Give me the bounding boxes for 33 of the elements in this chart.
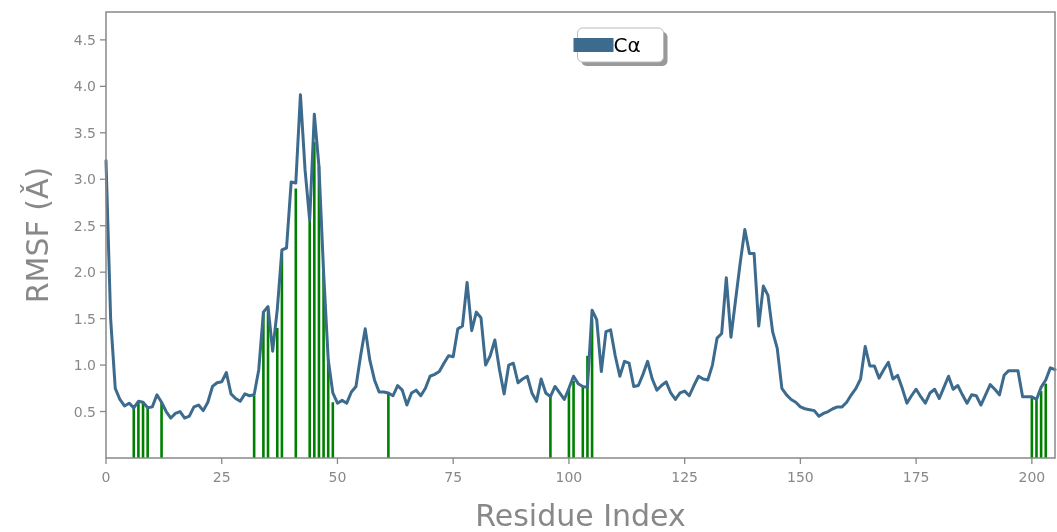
bar: [275, 327, 279, 458]
x-tick-label: 100: [555, 469, 583, 485]
x-tick-label: 125: [671, 469, 699, 485]
bar: [313, 142, 316, 458]
line-series: [104, 93, 1057, 420]
y-tick-label: 2.5: [73, 217, 96, 234]
bar: [146, 406, 149, 458]
x-tick-label: 200: [1018, 469, 1046, 485]
bar: [549, 396, 552, 458]
x-tick-label: 150: [787, 469, 814, 485]
x-axis-title: Residue Index: [475, 498, 686, 532]
x-tick-label: 50: [328, 469, 347, 485]
y-tick-label: 2.0: [73, 264, 96, 281]
x-tick-label: 75: [444, 469, 463, 485]
y-tick-label: 3.0: [73, 171, 96, 188]
y-tick-label: 1.5: [73, 310, 96, 327]
x-tick-label: 0: [101, 469, 111, 485]
bar: [1044, 383, 1048, 458]
bar: [160, 402, 163, 458]
y-tick-label: 0.5: [73, 403, 96, 420]
bar: [308, 220, 311, 458]
x-tick-label: 175: [902, 469, 930, 485]
y-tick-label: 1.0: [73, 357, 96, 374]
bar: [1035, 399, 1038, 458]
bar: [387, 392, 390, 458]
y-tick-label: 4.0: [73, 78, 96, 95]
x-tick-label: 25: [212, 469, 231, 485]
bar: [137, 402, 140, 458]
legend-label: Cα: [613, 33, 641, 57]
y-axis-title: RMSF (Ǎ): [20, 166, 55, 304]
y-tick-label: 4.5: [73, 31, 96, 48]
bar: [572, 380, 575, 458]
y-tick-label: 3.5: [73, 124, 96, 141]
